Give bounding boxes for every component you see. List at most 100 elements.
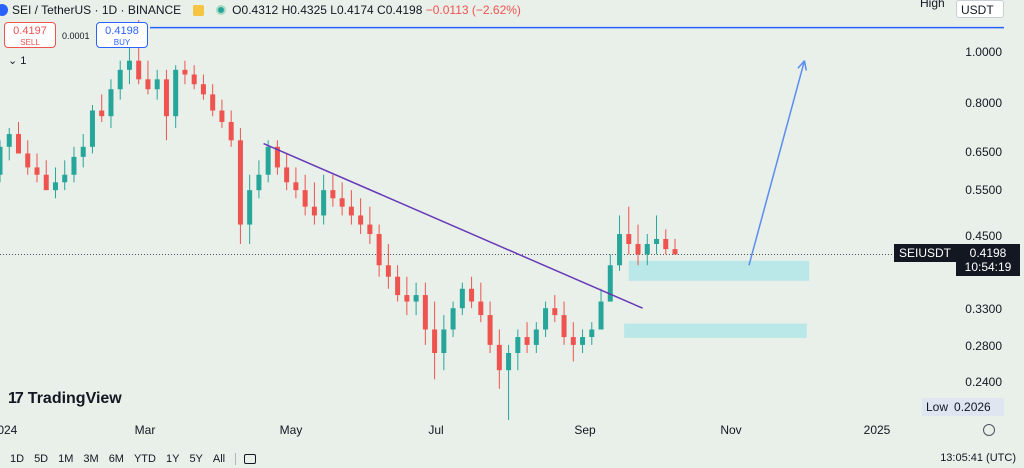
candle-body bbox=[376, 234, 382, 266]
range-1m-button[interactable]: 1M bbox=[58, 453, 74, 465]
candle bbox=[496, 329, 502, 389]
tradingview-mark-icon: 17 bbox=[8, 390, 24, 407]
currency-select[interactable]: USDT bbox=[956, 0, 1004, 18]
range-5d-button[interactable]: 5D bbox=[34, 453, 49, 465]
candle bbox=[80, 134, 86, 168]
candle-body bbox=[219, 110, 225, 122]
candle bbox=[404, 276, 410, 316]
candle-body bbox=[52, 182, 58, 191]
candle bbox=[108, 79, 114, 128]
gear-icon[interactable] bbox=[983, 424, 995, 436]
candle bbox=[274, 140, 280, 175]
price-tick: 0.3300 bbox=[965, 302, 1002, 316]
candle bbox=[589, 322, 595, 345]
range-1d-button[interactable]: 1D bbox=[10, 453, 25, 465]
candle bbox=[395, 265, 401, 302]
symbol-title[interactable]: SEI / TetherUS · 1D · BINANCE bbox=[12, 3, 182, 17]
range-1y-button[interactable]: 1Y bbox=[165, 453, 180, 465]
currency-label: USDT bbox=[961, 3, 994, 17]
price-tick: 0.2400 bbox=[965, 375, 1002, 389]
candle-body bbox=[413, 295, 419, 302]
time-tick: Nov bbox=[720, 423, 742, 437]
toolbar-divider bbox=[235, 453, 237, 465]
candle-body bbox=[43, 174, 49, 191]
candle bbox=[672, 238, 678, 255]
candle-body bbox=[108, 89, 114, 117]
candle bbox=[561, 301, 567, 345]
range-6m-button[interactable]: 6M bbox=[108, 453, 124, 465]
low-tag-label: Low bbox=[926, 400, 949, 414]
candle-body bbox=[237, 140, 243, 225]
time-tick: Sep bbox=[574, 423, 596, 437]
range-5y-button[interactable]: 5Y bbox=[189, 453, 203, 465]
price-tick: 1.0000 bbox=[965, 45, 1002, 59]
time-tick: 2025 bbox=[863, 423, 891, 437]
candle bbox=[506, 344, 512, 420]
candle-body bbox=[395, 276, 401, 296]
close-value: 0.4198 bbox=[385, 3, 423, 17]
candle bbox=[191, 65, 197, 90]
candle bbox=[62, 160, 68, 191]
candle bbox=[598, 288, 604, 330]
bar-countdown: 10:54:19 bbox=[964, 260, 1012, 274]
range-ytd-button[interactable]: YTD bbox=[133, 453, 156, 465]
candle-body bbox=[6, 134, 12, 147]
candle-body bbox=[80, 146, 86, 157]
candle bbox=[348, 190, 354, 225]
range-3m-button[interactable]: 3M bbox=[83, 453, 99, 465]
candle-body bbox=[62, 174, 68, 183]
calendar-icon[interactable] bbox=[244, 454, 257, 464]
candle bbox=[126, 47, 132, 85]
low-price-tag: Low 0.2026 bbox=[922, 398, 1004, 416]
market-status-icon[interactable] bbox=[216, 5, 227, 15]
candle-body bbox=[191, 74, 197, 85]
candle bbox=[376, 224, 382, 277]
candle-body bbox=[210, 94, 216, 111]
projection-arrow bbox=[748, 60, 808, 266]
candle bbox=[25, 140, 31, 175]
candle-body bbox=[385, 265, 391, 277]
candle bbox=[200, 74, 206, 100]
tradingview-wordmark: TradingView bbox=[27, 390, 122, 407]
candle bbox=[0, 140, 3, 183]
candle bbox=[524, 322, 530, 354]
candle-body bbox=[422, 295, 428, 330]
sell-button[interactable]: 0.4197 SELL bbox=[4, 22, 56, 48]
collapse-count: 1 bbox=[20, 55, 27, 67]
candle-body bbox=[432, 329, 438, 354]
buy-button[interactable]: 0.4198 BUY bbox=[96, 22, 148, 48]
candle-body bbox=[644, 243, 650, 255]
price-tick: 0.4500 bbox=[965, 229, 1002, 243]
flag-icon[interactable] bbox=[193, 4, 205, 16]
candle bbox=[154, 69, 160, 100]
candle-body bbox=[71, 156, 77, 175]
candle-body bbox=[89, 110, 95, 147]
candle-body bbox=[478, 301, 484, 316]
price-tick: 0.6500 bbox=[965, 145, 1002, 159]
low-value: 0.4174 bbox=[336, 3, 374, 17]
low-tag-value: 0.2026 bbox=[954, 400, 991, 414]
candle-body bbox=[15, 134, 21, 154]
candle-body bbox=[515, 337, 521, 354]
candle-body bbox=[284, 167, 290, 183]
candle bbox=[219, 99, 225, 128]
candle-body bbox=[589, 329, 595, 338]
tradingview-logo[interactable]: 17 TradingView bbox=[8, 390, 122, 408]
indicators-collapse-button[interactable]: ⌄ 1 bbox=[4, 54, 30, 67]
candle bbox=[311, 182, 317, 225]
support-zone[interactable] bbox=[628, 260, 810, 281]
range-all-button[interactable]: All bbox=[212, 453, 226, 465]
candle bbox=[358, 198, 364, 235]
candle-body bbox=[99, 110, 105, 117]
candle-body bbox=[330, 190, 336, 199]
candle bbox=[210, 84, 216, 117]
candle bbox=[34, 153, 40, 183]
support-zone[interactable] bbox=[624, 323, 807, 338]
candle-body bbox=[0, 146, 3, 175]
candle bbox=[173, 65, 179, 128]
candle bbox=[89, 105, 95, 154]
candle bbox=[228, 110, 234, 147]
sei-logo-icon bbox=[0, 4, 8, 16]
utc-clock[interactable]: 13:05:41 (UTC) bbox=[940, 452, 1016, 464]
